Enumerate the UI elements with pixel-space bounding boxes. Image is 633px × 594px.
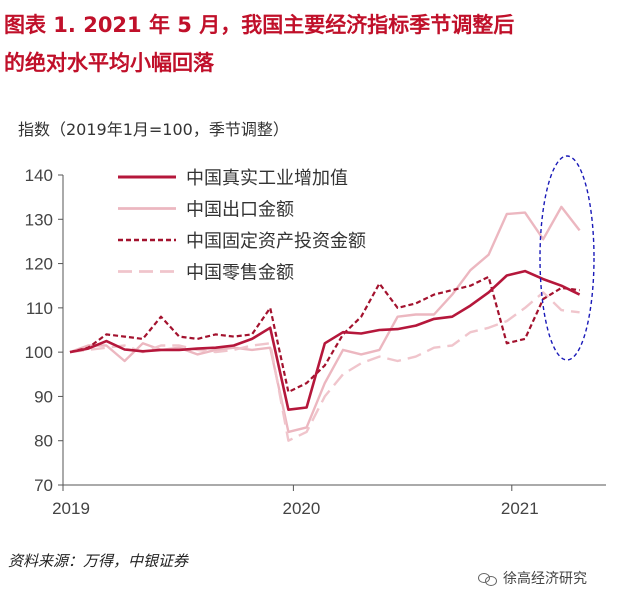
x-tick-label: 2020 bbox=[282, 499, 320, 518]
y-tick-label: 130 bbox=[25, 210, 53, 229]
chart-title: 图表 1. 2021 年 5 月，我国主要经济指标季节调整后 的绝对水平均小幅回… bbox=[4, 6, 629, 82]
legend-label: 中国真实工业增加值 bbox=[186, 168, 348, 189]
y-tick-label: 90 bbox=[34, 387, 53, 406]
wechat-icon bbox=[478, 571, 498, 586]
highlight-ellipse bbox=[539, 155, 595, 361]
y-tick-label: 140 bbox=[25, 166, 53, 185]
watermark-text: 徐高经济研究 bbox=[503, 571, 587, 587]
legend-label: 中国出口金额 bbox=[186, 200, 294, 221]
y-tick-label: 70 bbox=[34, 476, 53, 495]
y-tick-label: 110 bbox=[26, 299, 53, 318]
y-tick-label: 100 bbox=[25, 343, 53, 362]
legend-label: 中国固定资产投资金额 bbox=[186, 231, 366, 252]
source-note: 资料来源：万得，中银证券 bbox=[8, 552, 189, 570]
title-line-1: 图表 1. 2021 年 5 月，我国主要经济指标季节调整后 bbox=[4, 13, 515, 37]
legend-label: 中国零售金额 bbox=[186, 263, 294, 284]
x-tick-label: 2019 bbox=[52, 499, 90, 518]
y-tick-label: 80 bbox=[34, 432, 53, 451]
x-tick-label: 2021 bbox=[501, 499, 539, 518]
y-tick-label: 120 bbox=[25, 255, 53, 274]
watermark: 徐高经济研究 bbox=[478, 568, 587, 588]
series-line-3 bbox=[69, 275, 580, 394]
y-axis-unit-label: 指数（2019年1月=100，季节调整） bbox=[18, 120, 289, 139]
title-line-2: 的绝对水平均小幅回落 bbox=[4, 51, 214, 75]
series-line-1 bbox=[69, 269, 581, 412]
series-line-4 bbox=[69, 291, 580, 442]
